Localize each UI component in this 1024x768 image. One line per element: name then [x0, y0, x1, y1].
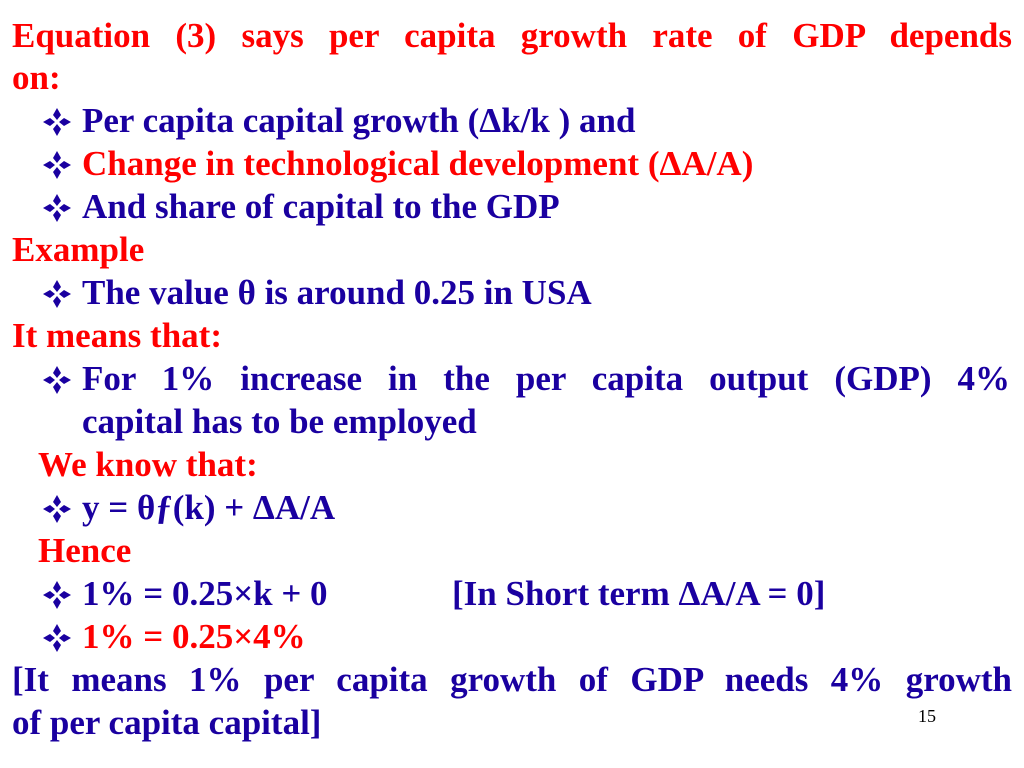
conclusion-line-2: of per capita capital] [12, 703, 322, 742]
factor-text-1: Per capita capital growth (Δk/k ) and [82, 101, 636, 140]
means-text-line-2: capital has to be employed [82, 402, 477, 441]
step-1-equation: 1% = 0.25×k + 0 [82, 574, 328, 613]
diamond-bullet-icon [42, 193, 72, 223]
means-text-line-1: For 1% increase in the per capita output… [82, 359, 1010, 398]
diamond-bullet-icon [42, 623, 72, 653]
step-2-equation: 1% = 0.25×4% [82, 617, 306, 656]
diamond-bullet-icon [42, 580, 72, 610]
factor-text-3: And share of capital to the GDP [82, 187, 560, 226]
intro-line-1: Equation (3) says per capita growth rate… [12, 16, 1012, 55]
we-know-heading: We know that: [38, 445, 258, 484]
formula-text: y = θƒ(k) + ΔA/A [82, 488, 336, 527]
conclusion-line-1: [It means 1% per capita growth of GDP ne… [12, 660, 1012, 699]
diamond-bullet-icon [42, 365, 72, 395]
diamond-bullet-icon [42, 107, 72, 137]
diamond-bullet-icon [42, 150, 72, 180]
example-heading: Example [12, 230, 145, 269]
step-1-note: [In Short term ΔA/A = 0] [452, 574, 826, 613]
factor-text-2: Change in technological development (ΔA/… [82, 144, 754, 183]
intro-line-2: on: [12, 58, 61, 97]
hence-heading: Hence [38, 531, 132, 570]
diamond-bullet-icon [42, 494, 72, 524]
diamond-bullet-icon [42, 279, 72, 309]
example-text: The value θ is around 0.25 in USA [82, 273, 592, 312]
means-heading: It means that: [12, 316, 222, 355]
page-number: 15 [918, 706, 936, 726]
